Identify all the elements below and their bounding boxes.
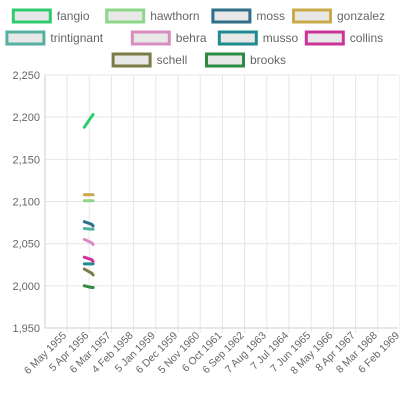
legend-item[interactable]: brooks — [205, 52, 287, 68]
legend-swatch — [11, 8, 52, 24]
legend-label: musso — [263, 31, 299, 45]
legend-label: trintignant — [50, 31, 103, 45]
legend-label: moss — [256, 9, 285, 23]
legend-label: behra — [176, 31, 207, 45]
series-line-fangio[interactable] — [82, 113, 95, 129]
legend-swatch — [205, 52, 245, 68]
legend-label: hawthorn — [150, 9, 199, 23]
legend-swatch — [211, 8, 252, 24]
legend-swatch — [5, 30, 46, 46]
y-tick-label: 2,000 — [12, 281, 40, 293]
legend-item[interactable]: musso — [217, 30, 299, 46]
legend-item[interactable]: schell — [111, 52, 188, 68]
series-line-brooks[interactable] — [82, 284, 95, 289]
series-line-moss[interactable] — [82, 220, 95, 228]
grid — [44, 74, 400, 333]
legend-swatch — [217, 30, 258, 46]
legend-item[interactable]: hawthorn — [105, 8, 200, 24]
series-lines — [82, 113, 95, 289]
legend-swatch — [111, 52, 152, 68]
legend-swatch — [130, 30, 171, 46]
series-line-trintignant[interactable] — [82, 227, 95, 231]
y-tick-label: 2,050 — [12, 239, 40, 251]
y-tick-label: 2,100 — [12, 197, 40, 209]
legend-item[interactable]: gonzalez — [292, 8, 386, 24]
legend-swatch — [304, 30, 345, 46]
y-tick-label: 2,200 — [12, 112, 40, 124]
legend-item[interactable]: collins — [304, 30, 383, 46]
y-axis-ticks: 1,950 2,000 2,050 2,100 2,150 2,200 2,250 — [12, 70, 40, 335]
legend-label: schell — [157, 53, 188, 67]
series-line-behra[interactable] — [82, 237, 95, 246]
legend-label: collins — [350, 31, 383, 45]
legend-item[interactable]: moss — [211, 8, 285, 24]
y-tick-label: 2,150 — [12, 154, 40, 166]
y-tick-label: 2,250 — [12, 70, 40, 82]
legend-item[interactable]: fangio — [11, 8, 90, 24]
legend-item[interactable]: behra — [130, 30, 207, 46]
legend-swatch — [105, 8, 146, 24]
legend: fangio hawthorn moss gonzalez trintignant beh… — [5, 8, 386, 68]
legend-label: brooks — [250, 53, 286, 67]
y-tick-label: 1,950 — [12, 323, 40, 335]
legend-swatch — [292, 8, 332, 24]
legend-label: fangio — [57, 9, 90, 23]
series-line-schell[interactable] — [82, 267, 95, 277]
series-line-collins[interactable] — [82, 255, 95, 263]
legend-item[interactable]: trintignant — [5, 30, 104, 46]
legend-label: gonzalez — [337, 9, 385, 23]
